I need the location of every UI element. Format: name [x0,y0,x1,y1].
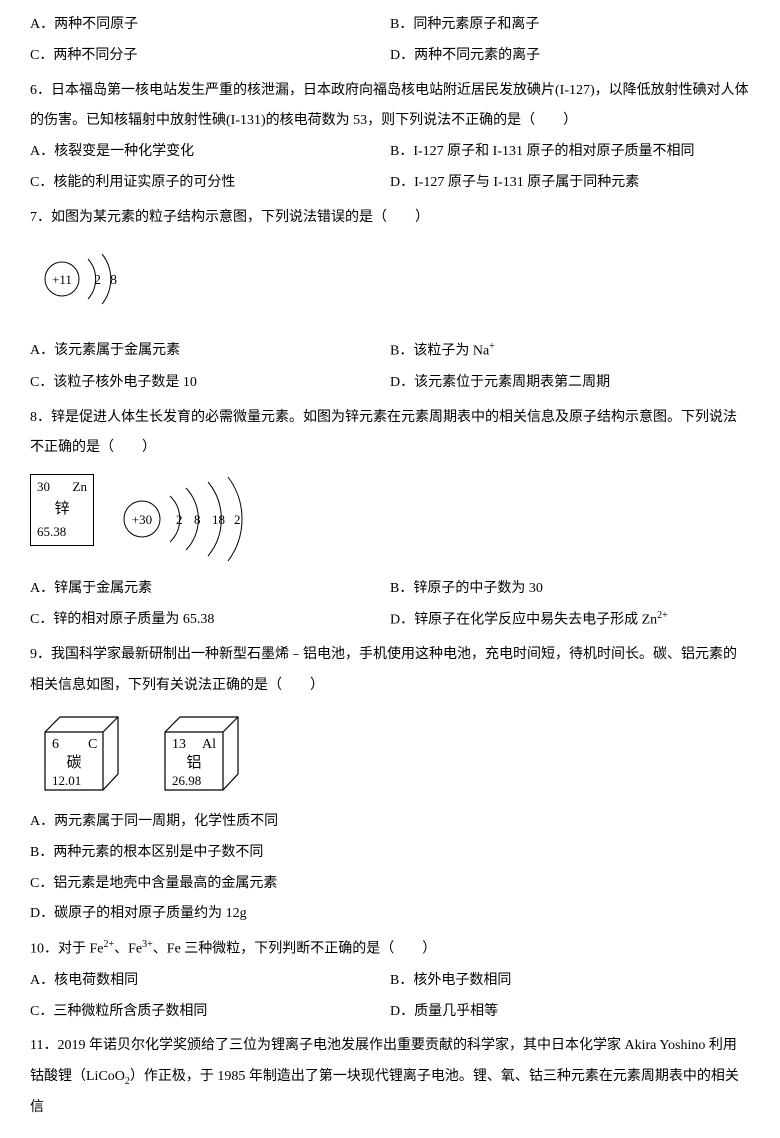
svg-text:2: 2 [234,512,241,527]
option-c: C．核能的利用证实原子的可分性 [30,168,390,199]
option-d: D．碳原子的相对原子质量约为 12g [30,899,750,930]
option-d: D．该元素位于元素周期表第二周期 [390,368,750,399]
element-cube-c: 6 C 碳 12.01 [40,712,125,797]
question-8: 8．锌是促进人体生长发育的必需微量元素。如图为锌元素在元素周期表中的相关信息及原… [30,403,750,637]
atom-structure-diagram: +30 2 8 18 2 [112,474,292,564]
svg-text:26.98: 26.98 [172,773,201,788]
options-row: A．该元素属于金属元素 B．该粒子为 Na+ C．该粒子核外电子数是 10 D．… [30,336,750,398]
svg-text:6: 6 [52,737,59,752]
option-d: D．质量几乎相等 [390,997,750,1028]
q8-figure: 30 Zn 锌 65.38 +30 2 8 18 2 [30,474,292,564]
q9-figure: 6 C 碳 12.01 13 Al 铝 26.98 [40,712,750,797]
option-d: D．锌原子在化学反应中易失去电子形成 Zn2+ [390,605,750,636]
charge-sup: 2+ [104,939,115,950]
atom-structure-diagram: +11 2 8 [40,244,750,327]
question-text: 11．2019 年诺贝尔化学奖颁给了三位为锂离子电池发展作出重要贡献的科学家，其… [30,1031,750,1123]
option-b-text: B．该粒子为 Na [390,344,489,359]
option-b: B．该粒子为 Na+ [390,336,750,367]
option-a: A．核裂变是一种化学变化 [30,137,390,168]
svg-text:13: 13 [172,737,186,752]
atomic-mass: 65.38 [37,524,87,541]
question-10: 10．对于 Fe2+、Fe3+、Fe 三种微粒，下列判断不正确的是（ ） A．核… [30,934,750,1027]
element-cube-al: 13 Al 铝 26.98 [160,712,245,797]
charge-sup: 2+ [657,610,668,621]
atomic-number: 30 [37,479,50,496]
option-b: B．核外电子数相同 [390,966,750,997]
option-a: A．核电荷数相同 [30,966,390,997]
svg-text:8: 8 [194,512,201,527]
options-row: A．核裂变是一种化学变化 B．I-127 原子和 I-131 原子的相对原子质量… [30,137,750,199]
question-7: 7．如图为某元素的粒子结构示意图，下列说法错误的是（ ） +11 2 8 A．该… [30,203,750,399]
element-card-zn: 30 Zn 锌 65.38 [30,474,94,546]
question-text: 6．日本福岛第一核电站发生严重的核泄漏，日本政府向福岛核电站附近居民发放碘片(I… [30,76,750,138]
question-text: 8．锌是促进人体生长发育的必需微量元素。如图为锌元素在元素周期表中的相关信息及原… [30,403,750,465]
svg-text:2: 2 [94,273,101,288]
option-b: B．同种元素原子和离子 [390,10,750,41]
option-a: A．锌属于金属元素 [30,574,390,605]
option-a: A．该元素属于金属元素 [30,336,390,367]
svg-text:Al: Al [202,737,216,752]
option-c: C．铝元素是地壳中含量最高的金属元素 [30,869,750,900]
question-text: 9．我国科学家最新研制出一种新型石墨烯﹣铝电池，手机使用这种电池，充电时间短，待… [30,640,750,702]
element-name: 锌 [37,500,87,520]
option-c: C．锌的相对原子质量为 65.38 [30,605,390,636]
charge-sup: + [489,341,495,352]
options-row: A．锌属于金属元素 B．锌原子的中子数为 30 C．锌的相对原子质量为 65.3… [30,574,750,636]
svg-text:碳: 碳 [66,754,81,771]
option-a: A．两元素属于同一周期，化学性质不同 [30,807,750,838]
question-text: 7．如图为某元素的粒子结构示意图，下列说法错误的是（ ） [30,203,750,234]
question-text: 10．对于 Fe2+、Fe3+、Fe 三种微粒，下列判断不正确的是（ ） [30,934,750,965]
question-11: 11．2019 年诺贝尔化学奖颁给了三位为锂离子电池发展作出重要贡献的科学家，其… [30,1031,750,1123]
nucleus-label: +11 [52,272,72,287]
question-9: 9．我国科学家最新研制出一种新型石墨烯﹣铝电池，手机使用这种电池，充电时间短，待… [30,640,750,930]
svg-text:C: C [88,737,97,752]
option-b: B．锌原子的中子数为 30 [390,574,750,605]
svg-text:+30: +30 [132,512,152,527]
svg-text:2: 2 [176,512,183,527]
question-6: 6．日本福岛第一核电站发生严重的核泄漏，日本政府向福岛核电站附近居民发放碘片(I… [30,76,750,199]
option-b: B．两种元素的根本区别是中子数不同 [30,838,750,869]
option-d: D．I-127 原子与 I-131 原子属于同种元素 [390,168,750,199]
option-c: C．三种微粒所含质子数相同 [30,997,390,1028]
svg-text:12.01: 12.01 [52,773,81,788]
options-row: A．核电荷数相同 B．核外电子数相同 C．三种微粒所含质子数相同 D．质量几乎相… [30,966,750,1028]
options: A．两元素属于同一周期，化学性质不同 B．两种元素的根本区别是中子数不同 C．铝… [30,807,750,930]
element-symbol: Zn [73,479,87,496]
question-5-options: A．两种不同原子 B．同种元素原子和离子 C．两种不同分子 D．两种不同元素的离… [30,10,750,72]
svg-text:18: 18 [212,512,225,527]
charge-sup: 3+ [142,939,153,950]
option-a: A．两种不同原子 [30,10,390,41]
option-c: C．两种不同分子 [30,41,390,72]
svg-text:8: 8 [110,273,117,288]
option-c: C．该粒子核外电子数是 10 [30,368,390,399]
option-d: D．两种不同元素的离子 [390,41,750,72]
options-row: A．两种不同原子 B．同种元素原子和离子 C．两种不同分子 D．两种不同元素的离… [30,10,750,72]
option-b: B．I-127 原子和 I-131 原子的相对原子质量不相同 [390,137,750,168]
option-d-text: D．锌原子在化学反应中易失去电子形成 Zn [390,613,657,628]
svg-text:铝: 铝 [186,754,201,771]
